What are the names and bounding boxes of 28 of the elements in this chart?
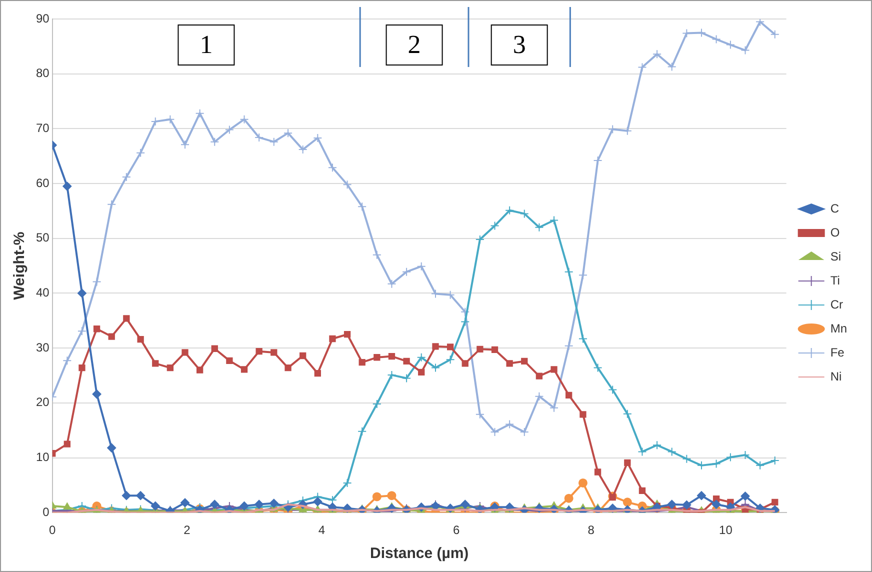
y-tick-label: 60 [36, 176, 50, 190]
y-tick-label: 20 [36, 395, 50, 410]
y-tick-label: 80 [36, 66, 50, 80]
x-tick-label: 2 [184, 523, 191, 538]
y-axis-title: Weight-% [11, 232, 28, 300]
legend-label: O [830, 225, 840, 240]
legend-label: Mn [830, 321, 847, 336]
annotation: 2 [408, 30, 421, 59]
annotation: 1 [200, 30, 213, 59]
x-tick-label: 6 [453, 523, 460, 538]
legend-label: Fe [830, 345, 845, 360]
x-tick-label: 10 [719, 523, 733, 538]
y-tick-label: 30 [36, 340, 50, 354]
legend-label: Si [830, 249, 841, 264]
legend-label: Ni [830, 369, 842, 384]
y-tick-label: 90 [36, 11, 50, 26]
x-tick-label: 4 [318, 523, 326, 538]
annotation: 3 [512, 30, 526, 59]
legend-label: Cr [830, 297, 843, 312]
y-tick-label: 0 [42, 504, 50, 519]
legend-label: Ti [830, 273, 840, 288]
x-tick-label: 8 [588, 523, 595, 538]
y-tick-label: 70 [36, 121, 50, 135]
y-tick-label: 50 [36, 230, 50, 245]
y-tick-label: 10 [36, 450, 50, 464]
legend-label: C [830, 201, 840, 216]
x-axis-title: Distance (µm) [370, 545, 469, 562]
y-tick-label: 40 [36, 286, 50, 300]
